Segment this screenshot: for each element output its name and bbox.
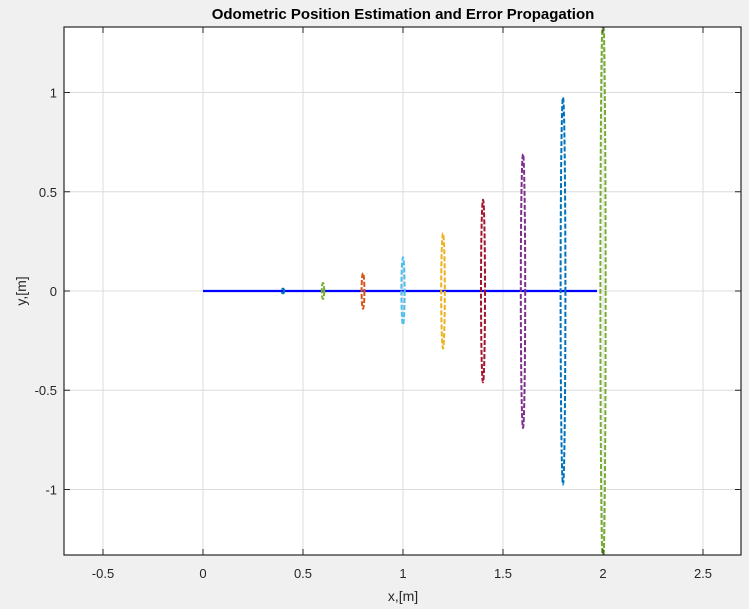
chart-title: Odometric Position Estimation and Error … bbox=[212, 6, 595, 23]
x-tick-label: 2 bbox=[599, 566, 606, 581]
x-tick-label: 1 bbox=[399, 566, 406, 581]
error-ellipse bbox=[320, 282, 326, 300]
error-ellipse bbox=[519, 153, 527, 429]
data-series bbox=[203, 27, 607, 555]
y-axis-label: y,[m] bbox=[13, 276, 29, 305]
error-ellipse bbox=[480, 198, 486, 384]
error-ellipse bbox=[280, 287, 286, 295]
y-tick-label: 0.5 bbox=[39, 185, 57, 200]
x-tick-label: 2.5 bbox=[694, 566, 712, 581]
x-tick-label: -0.5 bbox=[92, 566, 114, 581]
error-ellipse bbox=[400, 256, 406, 326]
y-tick-label: 0 bbox=[50, 284, 57, 299]
error-ellipse bbox=[559, 96, 567, 486]
y-tick-label: -1 bbox=[45, 482, 57, 497]
error-ellipse bbox=[599, 27, 607, 555]
x-tick-label: 0 bbox=[199, 566, 206, 581]
x-axis-label: x,[m] bbox=[388, 588, 418, 604]
axis-ticks: -0.5 0 0.5 1 1.5 2 2.5 -1 -0.5 0 0.5 1 bbox=[35, 27, 741, 581]
y-tick-label: 1 bbox=[50, 86, 57, 101]
x-tick-label: 0.5 bbox=[294, 566, 312, 581]
y-tick-label: -0.5 bbox=[35, 383, 57, 398]
x-tick-label: 1.5 bbox=[494, 566, 512, 581]
error-ellipse bbox=[440, 232, 446, 350]
error-ellipse bbox=[360, 272, 366, 310]
